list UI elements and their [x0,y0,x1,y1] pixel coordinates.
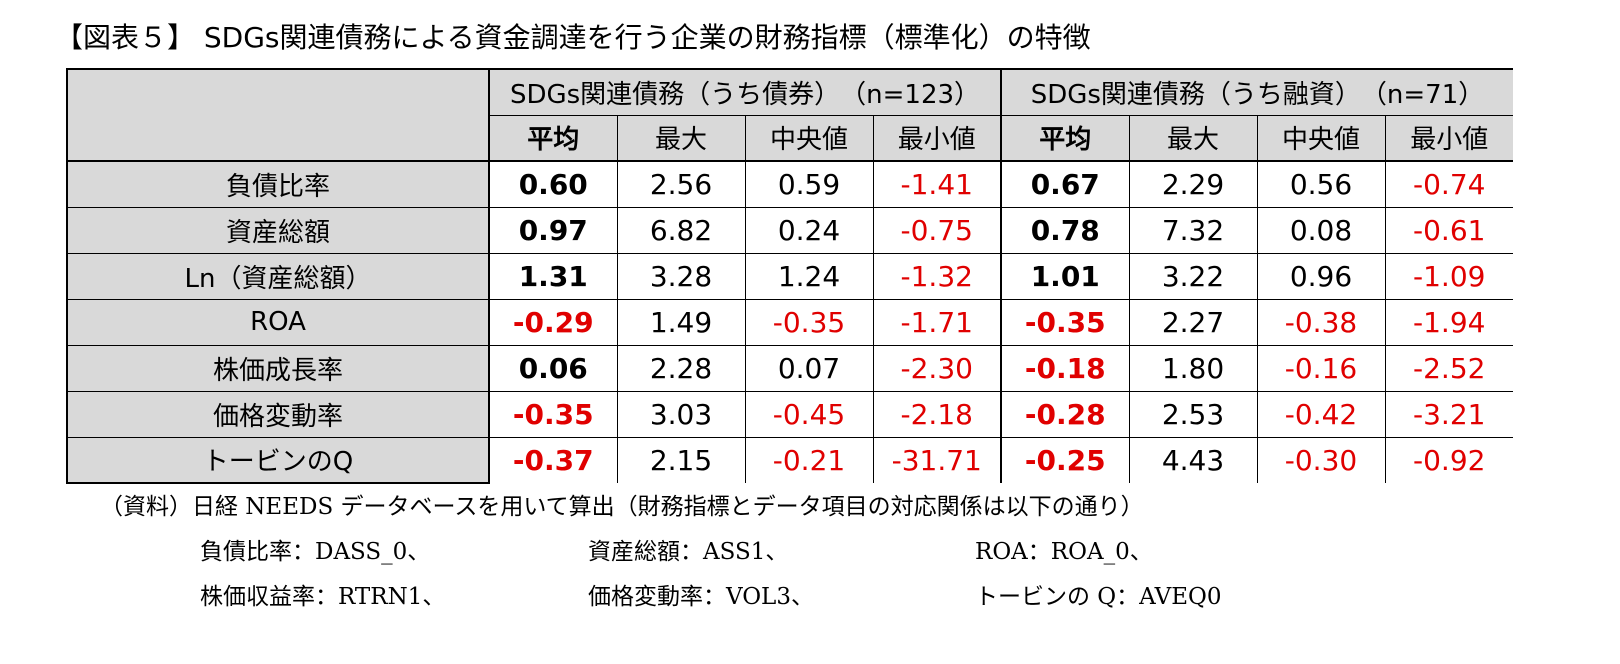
value-cell: 2.28 [617,345,746,392]
row-label: Ln（資産総額） [66,253,490,300]
corner-header-cell [66,68,490,162]
value-cell: -1.94 [1385,299,1513,346]
value-cell: -2.52 [1385,345,1513,392]
group-header-loans: SDGs関連債務（うち融資） （n=71） [1001,68,1513,115]
value-cell: -1.09 [1385,253,1513,300]
value-cell: 0.97 [489,207,618,254]
value-cell: 0.60 [489,161,618,208]
column-header: 平均 [1001,114,1130,162]
mapping-debt-ratio: 負債比率：DASS_0、 [200,539,431,565]
value-cell: 1.01 [1001,253,1130,300]
row-label: 価格変動率 [66,391,490,438]
row-label: 株価成長率 [66,345,490,392]
value-cell: -0.37 [489,437,618,483]
value-cell: -0.16 [1257,345,1386,392]
table-row: トービンのQ -0.37 2.15 -0.21 -31.71 -0.25 4.43 -0.30… [66,437,1513,484]
row-label: トービンのQ [66,437,490,484]
row-label: 資産総額 [66,207,490,254]
value-cell: -0.35 [745,299,874,346]
table-row: 株価成長率 0.06 2.28 0.07 -2.30 -0.18 1.80 -0.16 -2.5… [66,345,1513,392]
value-cell: 2.29 [1129,161,1258,208]
table-row: ROA -0.29 1.49 -0.35 -1.71 -0.35 2.27 -0.38 -1.9… [66,299,1513,346]
value-cell: -0.35 [489,391,618,438]
value-cell: -0.35 [1001,299,1130,346]
column-header: 最小値 [873,114,1002,162]
value-cell: -2.18 [873,391,1002,438]
value-cell: -1.41 [873,161,1002,208]
financial-indicators-table: SDGs関連債務（うち債券） （n=123） SDGs関連債務（うち融資） （n… [66,68,1513,484]
value-cell: -0.42 [1257,391,1386,438]
value-cell: 3.03 [617,391,746,438]
value-cell: -0.45 [745,391,874,438]
value-cell: 0.06 [489,345,618,392]
mapping-tobins-q: トービンの Q：AVEQ0 [975,584,1222,610]
column-header: 最大 [1129,114,1258,162]
value-cell: -0.28 [1001,391,1130,438]
figure-title: 【図表５】 SDGs関連債務による資金調達を行う企業の財務指標（標準化）の特徴 [55,21,1091,54]
mapping-roa: ROA：ROA_0、 [975,539,1153,565]
value-cell: 2.53 [1129,391,1258,438]
value-cell: 1.49 [617,299,746,346]
mapping-stock-return: 株価収益率：RTRN1、 [200,584,446,610]
column-header: 最大 [617,114,746,162]
value-cell: 0.08 [1257,207,1386,254]
column-header: 最小値 [1385,114,1513,162]
column-header: 平均 [489,114,618,162]
value-cell: -31.71 [873,437,1002,483]
value-cell: 1.31 [489,253,618,300]
row-label: 負債比率 [66,161,490,208]
value-cell: -0.25 [1001,437,1130,483]
value-cell: -0.92 [1413,443,1486,477]
value-cell: 3.22 [1129,253,1258,300]
mapping-total-assets: 資産総額：ASS1、 [588,539,789,565]
value-cell: -2.30 [873,345,1002,392]
value-cell: 0.78 [1001,207,1130,254]
value-cell: -0.30 [1257,437,1386,483]
value-cell: 2.15 [617,437,746,483]
value-cell: -0.61 [1385,207,1513,254]
group-header-bonds: SDGs関連債務（うち債券） （n=123） [489,68,1002,115]
mapping-volatility: 価格変動率：VOL3、 [588,584,814,610]
table-row: 負債比率 0.60 2.56 0.59 -1.41 0.67 2.29 0.56 -0.74 [66,161,1513,208]
value-cell: 0.67 [1001,161,1130,208]
value-cell: -0.29 [489,299,618,346]
value-cell: 0.59 [745,161,874,208]
value-cell: -1.32 [873,253,1002,300]
value-cell: 3.28 [617,253,746,300]
value-cell: 2.56 [617,161,746,208]
value-cell: 1.24 [745,253,874,300]
value-cell: 4.43 [1129,437,1258,483]
value-cell: -3.21 [1385,391,1513,438]
value-cell: -1.71 [873,299,1002,346]
value-cell: 0.56 [1257,161,1386,208]
column-header: 中央値 [745,114,874,162]
value-cell: 0.24 [745,207,874,254]
table-row: 価格変動率 -0.35 3.03 -0.45 -2.18 -0.28 2.53 -0.42 -3… [66,391,1513,438]
table-row: 資産総額 0.97 6.82 0.24 -0.75 0.78 7.32 0.08 -0.61 [66,207,1513,254]
value-cell: -0.75 [873,207,1002,254]
column-header: 中央値 [1257,114,1386,162]
row-label: ROA [66,299,490,346]
value-cell: -0.74 [1385,161,1513,208]
value-cell: 2.27 [1129,299,1258,346]
value-cell: -0.18 [1001,345,1130,392]
table-row: Ln（資産総額） 1.31 3.28 1.24 -1.32 1.01 3.22 0.96 -1.… [66,253,1513,300]
value-cell: 6.82 [617,207,746,254]
value-cell: 7.32 [1129,207,1258,254]
value-cell: 0.96 [1257,253,1386,300]
value-cell: -0.21 [745,437,874,483]
value-cell: 0.07 [745,345,874,392]
value-cell: -0.38 [1257,299,1386,346]
value-cell: 1.80 [1129,345,1258,392]
source-note: （資料）日経 NEEDS データベースを用いて算出（財務指標とデータ項目の対応関… [100,494,1144,520]
